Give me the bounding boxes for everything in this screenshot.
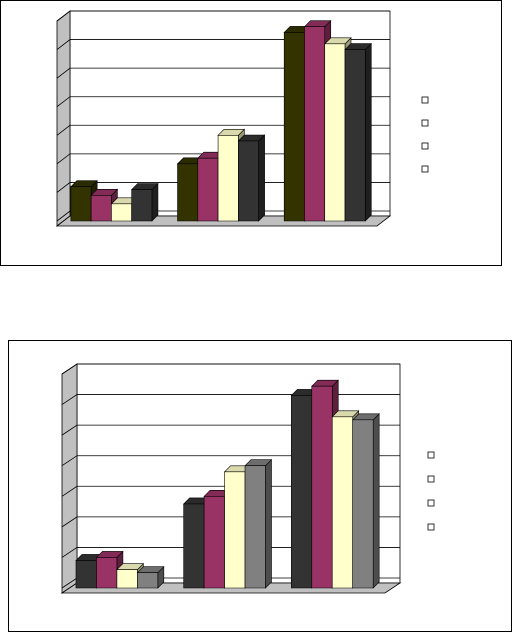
bar-front xyxy=(203,495,225,589)
bar-side xyxy=(372,413,380,589)
grid-line xyxy=(56,210,390,222)
bar-front xyxy=(283,32,305,222)
grid-line xyxy=(56,39,390,50)
legend-swatch xyxy=(421,119,429,127)
legend-swatch xyxy=(421,96,429,104)
bar xyxy=(136,565,165,589)
bar-side xyxy=(364,42,372,222)
bar-front xyxy=(324,43,346,222)
bar-front xyxy=(183,503,205,589)
side-wall xyxy=(61,363,78,594)
bar xyxy=(344,42,372,222)
bar-front xyxy=(96,557,118,589)
bar-front xyxy=(311,385,333,589)
grid-line xyxy=(56,96,390,108)
legend-swatch xyxy=(427,475,435,483)
bar-front xyxy=(177,163,199,222)
grid-line xyxy=(61,363,400,375)
bar xyxy=(237,134,266,222)
grid-line xyxy=(56,10,390,22)
legend-swatch xyxy=(421,142,429,150)
grid-line xyxy=(56,153,390,165)
bar-front xyxy=(116,569,138,589)
legend-swatch xyxy=(427,523,435,531)
bar-side xyxy=(265,458,272,589)
legend-swatch xyxy=(427,451,435,459)
grid-line xyxy=(56,67,390,79)
bar-front xyxy=(137,572,159,589)
bar-front xyxy=(344,49,366,222)
bar-front xyxy=(90,194,112,222)
legend-swatch xyxy=(427,499,435,507)
bar-front xyxy=(224,471,246,589)
bar-front xyxy=(352,419,374,589)
bar-front xyxy=(244,465,266,589)
bar xyxy=(130,182,159,222)
bar-front xyxy=(217,134,239,222)
grid-line xyxy=(56,124,390,136)
grid-line xyxy=(56,182,390,193)
bar-front xyxy=(238,140,259,222)
bar-front xyxy=(291,395,313,589)
bar xyxy=(244,458,273,589)
legend-swatch xyxy=(421,165,429,173)
side-wall xyxy=(56,10,71,227)
bar-side xyxy=(258,134,265,222)
bar-front xyxy=(70,186,92,222)
bar-front xyxy=(111,203,132,222)
bar-front xyxy=(331,416,354,589)
bar-front xyxy=(131,189,153,222)
bar-front xyxy=(197,157,219,222)
bar-front xyxy=(75,560,97,589)
bar-side xyxy=(151,182,159,222)
bar-front xyxy=(304,26,326,222)
bar xyxy=(351,413,380,589)
